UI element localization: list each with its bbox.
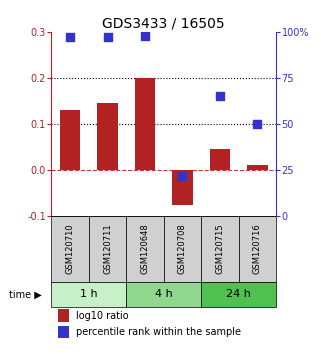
Bar xyxy=(210,149,230,170)
Bar xyxy=(201,216,239,282)
Bar xyxy=(172,170,193,205)
Text: GSM120711: GSM120711 xyxy=(103,224,112,274)
Point xyxy=(217,93,222,99)
Text: GSM120716: GSM120716 xyxy=(253,224,262,274)
Title: GDS3433 / 16505: GDS3433 / 16505 xyxy=(102,17,225,31)
Text: percentile rank within the sample: percentile rank within the sample xyxy=(76,327,241,337)
Bar xyxy=(51,216,89,282)
Text: 24 h: 24 h xyxy=(226,290,251,299)
Bar xyxy=(247,165,268,170)
Bar xyxy=(201,282,276,307)
Bar xyxy=(51,282,126,307)
Text: 1 h: 1 h xyxy=(80,290,98,299)
Bar xyxy=(164,216,201,282)
Bar xyxy=(89,216,126,282)
Text: time ▶: time ▶ xyxy=(9,290,42,299)
Bar xyxy=(135,78,155,170)
Text: GSM120710: GSM120710 xyxy=(65,224,74,274)
Text: GSM120648: GSM120648 xyxy=(141,224,150,274)
Bar xyxy=(58,309,69,322)
Bar xyxy=(97,103,118,170)
Point xyxy=(180,173,185,178)
Bar xyxy=(60,110,80,170)
Bar xyxy=(126,216,164,282)
Text: 4 h: 4 h xyxy=(155,290,173,299)
Text: GSM120708: GSM120708 xyxy=(178,224,187,274)
Text: log10 ratio: log10 ratio xyxy=(76,311,129,321)
Point xyxy=(255,121,260,127)
Point xyxy=(105,35,110,40)
Bar xyxy=(126,282,201,307)
Bar xyxy=(58,326,69,338)
Bar xyxy=(239,216,276,282)
Text: GSM120715: GSM120715 xyxy=(215,224,224,274)
Point xyxy=(67,35,73,40)
Point xyxy=(143,33,148,38)
